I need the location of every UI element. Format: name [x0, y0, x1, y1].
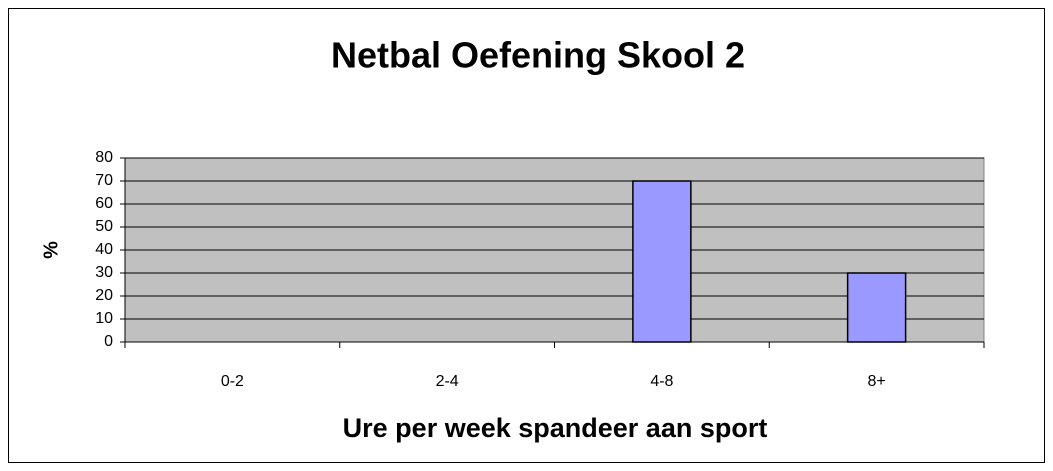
x-tick-label: 2-4	[436, 373, 459, 390]
y-tick-label: 20	[95, 287, 113, 304]
y-axis-label: %	[40, 241, 62, 259]
y-tick-label: 30	[95, 264, 113, 281]
bar	[632, 180, 692, 343]
bar	[846, 272, 907, 343]
y-tick-label: 0	[104, 333, 113, 350]
chart-title: Netbal Oefening Skool 2	[331, 35, 745, 76]
y-tick-label: 50	[95, 218, 113, 235]
y-tick-label: 60	[95, 195, 113, 212]
y-tick-label: 10	[95, 310, 113, 327]
x-tick-label: 0-2	[221, 373, 244, 390]
x-axis-label: Ure per week spandeer aan sport	[343, 413, 768, 443]
y-tick-label: 40	[95, 241, 113, 258]
x-tick-label: 4-8	[650, 373, 673, 390]
x-tick-label: 8+	[868, 373, 886, 390]
y-tick-label: 70	[95, 172, 113, 189]
y-tick-label: 80	[95, 149, 113, 166]
